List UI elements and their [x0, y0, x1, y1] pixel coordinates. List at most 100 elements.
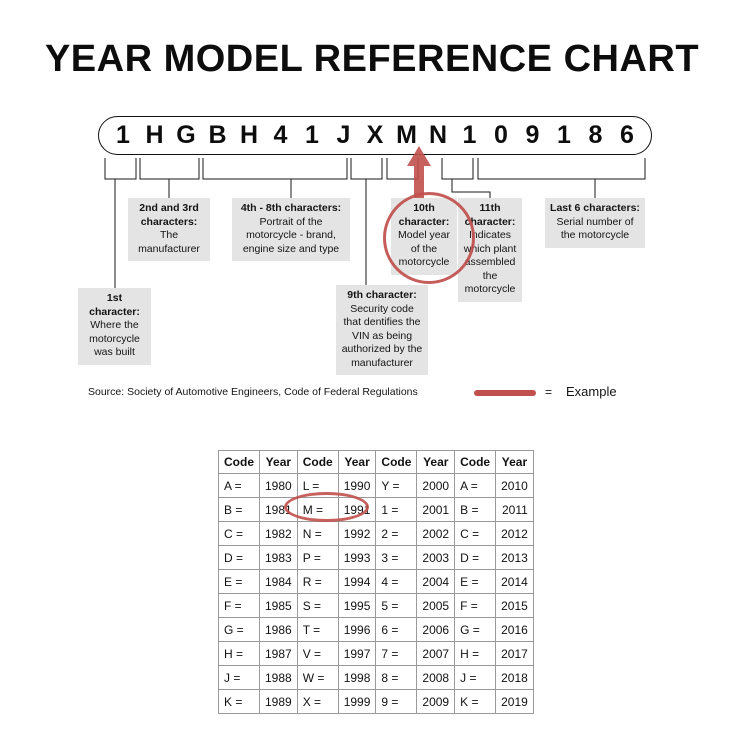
cell-code: 9 = [375, 689, 418, 714]
cell-code: P = [296, 545, 339, 570]
annotation-second-third-characters: 2nd and 3rd characters: The manufacturer [128, 198, 210, 261]
vin-char-5: H [239, 121, 259, 149]
model-year-code-table: Code Year Code Year Code Year Code Year … [218, 450, 534, 714]
cell-year: 1992 [337, 521, 377, 546]
cell-code: T = [296, 617, 339, 642]
cell-code: B = [218, 497, 260, 522]
vin-char-12: 1 [462, 121, 477, 149]
vin-capsule [98, 116, 652, 155]
cell-year: 2011 [495, 497, 534, 522]
cell-code: F = [218, 593, 260, 618]
vin-char-15: 1 [557, 121, 571, 149]
annotation-heading: Last 6 characters: [550, 202, 640, 214]
table-row: A = 1980 L = 1990 Y = 2000 A = 2010 [218, 473, 534, 498]
cell-year: 1994 [337, 569, 377, 594]
cell-year: 1996 [337, 617, 377, 642]
cell-year: 2010 [495, 473, 534, 498]
table-row: K = 1989 X = 1999 9 = 2009 K = 2019 [218, 689, 534, 714]
cell-year: 2008 [416, 665, 456, 690]
vin-char-13: 0 [494, 121, 508, 149]
cell-year: 1986 [259, 617, 298, 642]
cell-code: 2 = [375, 521, 418, 546]
annotation-body: The manufacturer [138, 229, 200, 255]
table-row: J = 1988 W = 1998 8 = 2008 J = 2018 [218, 665, 534, 690]
table-row: B = 1981 M = 1991 1 = 2001 B = 2011 [218, 497, 534, 522]
cell-code: H = [454, 641, 497, 666]
table-row: E = 1984 R = 1994 4 = 2004 E = 2014 [218, 569, 534, 594]
cell-year: 1987 [259, 641, 298, 666]
cell-code: N = [296, 521, 339, 546]
cell-code: K = [454, 689, 497, 714]
annotation-heading: 4th - 8th characters: [240, 202, 342, 214]
vin-char-17: 6 [620, 121, 634, 149]
cell-code: 6 = [375, 617, 418, 642]
cell-code: X = [296, 689, 339, 714]
cell-code: 7 = [375, 641, 418, 666]
cell-code: K = [218, 689, 260, 714]
cell-code: 1 = [375, 497, 418, 522]
table-row: F = 1985 S = 1995 5 = 2005 F = 2015 [218, 593, 534, 618]
vin-char-2: H [145, 121, 164, 149]
model-year-highlight-circle [383, 192, 475, 284]
cell-code: 8 = [375, 665, 418, 690]
cell-code: A = [454, 473, 497, 498]
cell-code: Y = [375, 473, 418, 498]
cell-year: 2019 [495, 689, 534, 714]
vin-char-14: 9 [525, 121, 540, 149]
cell-code: 5 = [375, 593, 418, 618]
vin-char-11: N [428, 121, 448, 149]
annotation-heading: 2nd and 3rd characters: [139, 202, 199, 228]
cell-year: 2014 [495, 569, 534, 594]
vin-char-9: X [366, 121, 384, 149]
source-note: Source: Society of Automotive Engineers,… [88, 386, 418, 398]
cell-year: 2016 [495, 617, 534, 642]
table-row: H = 1987 V = 1997 7 = 2007 H = 2017 [218, 641, 534, 666]
annotation-heading: 1st character: [89, 292, 140, 318]
cell-year: 1997 [337, 641, 377, 666]
vin-char-4: B [208, 121, 227, 149]
annotation-ninth-character: 9th character: Security code that dentif… [336, 285, 428, 375]
vin-char-7: 1 [305, 121, 319, 149]
cell-code: B = [454, 497, 497, 522]
cell-year: 1982 [259, 521, 298, 546]
cell-year: 1989 [259, 689, 298, 714]
cell-year: 2018 [495, 665, 534, 690]
annotation-body: Security code that dentifies the VIN as … [341, 302, 423, 369]
vin-char-8: J [336, 121, 351, 149]
cell-year: 2006 [416, 617, 456, 642]
cell-year: 2009 [416, 689, 456, 714]
cell-year: 1988 [259, 665, 298, 690]
cell-year: 2003 [416, 545, 456, 570]
cell-code: 3 = [375, 545, 418, 570]
column-header-code-2: Code [296, 450, 339, 474]
cell-code: J = [454, 665, 497, 690]
annotation-body: Serial number of the motorcycle [556, 215, 634, 242]
table-row: D = 1983 P = 1993 3 = 2003 D = 2013 [218, 545, 534, 570]
cell-year: 2007 [416, 641, 456, 666]
cell-year: 2000 [416, 473, 456, 498]
cell-code: D = [218, 545, 260, 570]
table-highlight-ellipse [284, 492, 369, 522]
cell-year: 1983 [259, 545, 298, 570]
vin-char-16: 8 [588, 121, 603, 149]
cell-year: 1984 [259, 569, 298, 594]
table-row: G = 1986 T = 1996 6 = 2006 G = 2016 [218, 617, 534, 642]
cell-year: 2013 [495, 545, 534, 570]
cell-year: 2005 [416, 593, 456, 618]
page-title: YEAR MODEL REFERENCE CHART [44, 38, 700, 80]
table-row: C = 1982 N = 1992 2 = 2002 C = 2012 [218, 521, 534, 546]
cell-year: 1998 [337, 665, 377, 690]
cell-year: 2002 [416, 521, 456, 546]
cell-code: H = [218, 641, 260, 666]
annotation-body: Portrait of the motorcycle - brand, engi… [242, 215, 340, 255]
legend-example-line [474, 390, 536, 396]
vin-char-1: 1 [116, 121, 130, 149]
annotation-body: Where the motorcycle was built [89, 319, 140, 358]
vin-char-10: M [396, 121, 417, 149]
cell-year: 2012 [495, 521, 534, 546]
vin-char-3: G [176, 121, 196, 149]
table-body: A = 1980 L = 1990 Y = 2000 A = 2010 B = 1981 M = 19… [218, 473, 534, 714]
cell-code: 4 = [375, 569, 418, 594]
cell-year: 1985 [259, 593, 298, 618]
